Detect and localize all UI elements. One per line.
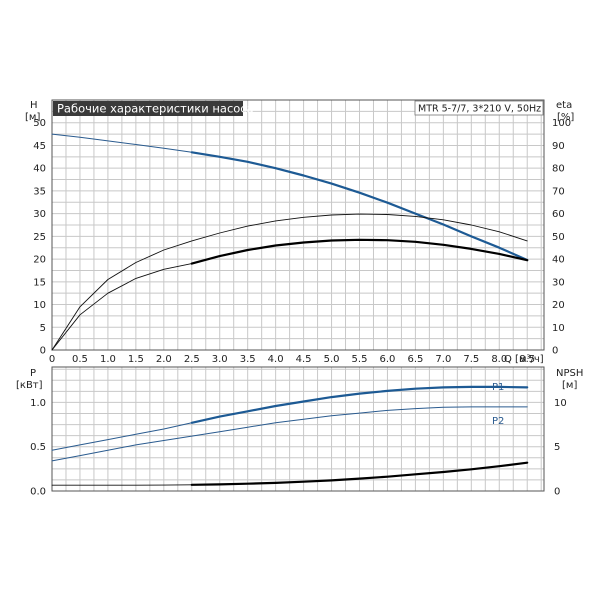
- top-x-tick-labels: 0 0.5 1.0 1.5 2.0 2.5 3.0 3.5 4.0 4.5 5.0 5.5 6.0 6.5…: [49, 354, 535, 365]
- series-eta-thin-upper: [51, 213, 528, 351]
- p-axis-label: P: [30, 368, 36, 379]
- y2-tick-label: 90: [552, 141, 565, 152]
- series-p1-thick: [190, 385, 529, 424]
- model-box: [414, 100, 544, 116]
- series-npsh-thick: [190, 461, 529, 486]
- y2-tick-label: 20: [552, 300, 565, 311]
- npsh-tick-label: 10: [554, 398, 567, 409]
- x-tick-label: 2.5: [184, 354, 200, 365]
- x-axis-label: Q [м³/ч]: [504, 354, 544, 365]
- x-tick-label: 4.0: [268, 354, 284, 365]
- y2-tick-label: 100: [552, 118, 571, 129]
- y2-tick-label: 10: [552, 323, 565, 334]
- top-y-tick-labels: 0 5 10 15 20 25 30 35 40 45 50: [33, 118, 46, 356]
- x-tick-label: 0: [49, 354, 55, 365]
- y2-tick-label: 80: [552, 164, 565, 175]
- p-tick-label: 0.0: [30, 487, 46, 498]
- y-tick-label: 30: [33, 209, 46, 220]
- p-tick-label: 0.5: [30, 442, 46, 453]
- bottom-series: [51, 385, 529, 486]
- y-tick-label: 35: [33, 186, 46, 197]
- bottom-y2-tick-labels: 0 5 10: [554, 398, 567, 498]
- y-tick-label: 45: [33, 141, 46, 152]
- top-series: [51, 133, 529, 351]
- y2-axis-label: eta: [556, 100, 572, 111]
- npsh-tick-label: 5: [554, 442, 560, 453]
- top-y2-tick-labels: 0 10 20 30 40 50 60 70 80 90 100: [552, 118, 571, 356]
- y-tick-label: 50: [33, 118, 46, 129]
- y2-tick-label: 30: [552, 277, 565, 288]
- top-plot-frame: [51, 99, 545, 351]
- x-tick-label: 7.0: [435, 354, 451, 365]
- series-p2: [51, 406, 528, 462]
- npsh-axis-label: NPSH: [556, 368, 583, 379]
- model-label: MTR 5-7/7, 3*210 V, 50Hz: [418, 104, 541, 115]
- y-tick-label: 0: [40, 346, 46, 357]
- x-tick-label: 4.5: [296, 354, 312, 365]
- top-chart: Рабочие характеристики насоса MTR 5-7/7,…: [25, 99, 574, 365]
- x-tick-label: 7.5: [463, 354, 479, 365]
- y-tick-label: 40: [33, 164, 46, 175]
- npsh-tick-label: 0: [554, 487, 560, 498]
- series-eta-thick: [190, 238, 529, 265]
- x-tick-label: 5.5: [352, 354, 368, 365]
- x-tick-label: 3.5: [240, 354, 256, 365]
- p-tick-label: 1.0: [30, 398, 46, 409]
- y-tick-label: 25: [33, 232, 46, 243]
- x-tick-label: 6.5: [407, 354, 423, 365]
- x-tick-label: 3.0: [212, 354, 228, 365]
- x-tick-label: 8.5: [519, 354, 535, 365]
- series-head-thin: [51, 133, 193, 153]
- x-tick-label: 1.0: [100, 354, 116, 365]
- x-tick-label: 6.0: [380, 354, 396, 365]
- npsh-axis-unit: [м]: [562, 380, 577, 391]
- series-eta-thin-lower: [51, 263, 193, 351]
- bottom-y-tick-labels: 0.0 0.5 1.0: [30, 398, 46, 498]
- y2-axis-unit: [%]: [557, 112, 574, 123]
- x-tick-label: 2.0: [156, 354, 172, 365]
- series-label-p1: P1: [492, 382, 504, 393]
- y-axis-unit: [м]: [25, 112, 40, 123]
- series-p1-thin: [51, 422, 193, 451]
- x-tick-label: 8.0: [491, 354, 507, 365]
- y-tick-label: 10: [33, 300, 46, 311]
- x-tick-label: 0.5: [72, 354, 88, 365]
- bottom-chart: P [кВт] NPSH [м] 0.0 0.5 1.0 0 5 10 P1 P2: [16, 366, 583, 498]
- y-tick-label: 5: [40, 323, 46, 334]
- bottom-grid: [51, 367, 544, 492]
- y2-tick-label: 50: [552, 232, 565, 243]
- x-tick-label: 1.5: [128, 354, 144, 365]
- title-box: [53, 101, 243, 116]
- y2-tick-label: 0: [552, 346, 558, 357]
- y2-tick-label: 70: [552, 186, 565, 197]
- chart-title: Рабочие характеристики насоса: [57, 102, 254, 116]
- bottom-plot-frame: [51, 366, 545, 492]
- x-tick-label: 5.0: [324, 354, 340, 365]
- top-grid: [51, 99, 544, 351]
- y-tick-label: 20: [33, 255, 46, 266]
- y2-tick-label: 40: [552, 255, 565, 266]
- y-tick-label: 15: [33, 277, 46, 288]
- series-label-p2: P2: [492, 416, 504, 427]
- series-head-thick: [190, 151, 529, 262]
- p-axis-unit: [кВт]: [16, 380, 43, 391]
- y-axis-label: H: [30, 100, 38, 111]
- y2-tick-label: 60: [552, 209, 565, 220]
